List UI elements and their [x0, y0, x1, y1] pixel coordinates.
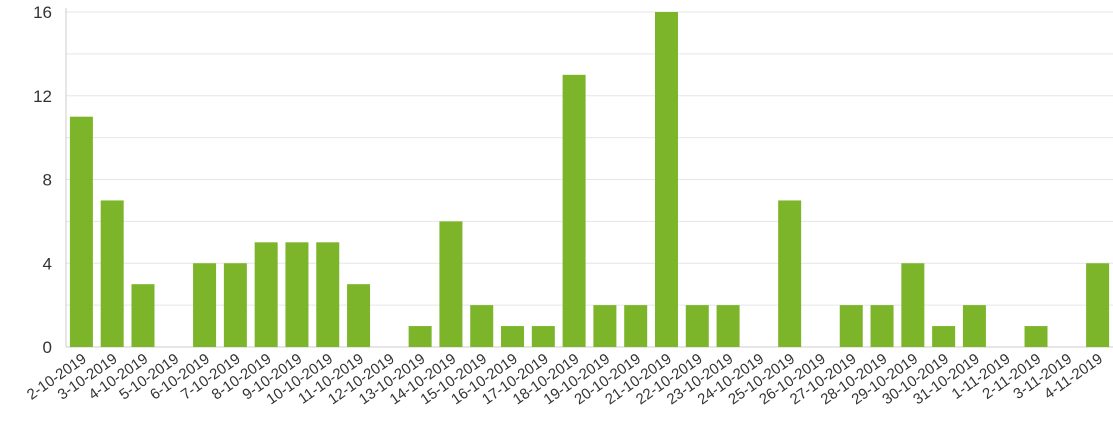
bar[interactable] — [347, 284, 371, 347]
bar[interactable] — [193, 263, 217, 347]
bar[interactable] — [100, 200, 124, 347]
bar[interactable] — [254, 242, 278, 347]
bar[interactable] — [131, 284, 155, 347]
bar[interactable] — [962, 305, 986, 347]
bar[interactable] — [285, 242, 309, 347]
bar[interactable] — [69, 116, 93, 347]
y-tick-label: 4 — [43, 254, 52, 273]
bar[interactable] — [316, 242, 340, 347]
bar[interactable] — [870, 305, 894, 347]
y-axis-ticks: 0 4 8 12 16 — [33, 3, 52, 357]
bar[interactable] — [778, 200, 802, 347]
bar[interactable] — [408, 326, 432, 347]
bar[interactable] — [531, 326, 555, 347]
bar[interactable] — [685, 305, 709, 347]
y-tick-label: 8 — [43, 171, 52, 190]
bar[interactable] — [593, 305, 617, 347]
bar[interactable] — [716, 305, 740, 347]
bars — [69, 12, 1110, 347]
bar[interactable] — [932, 326, 956, 347]
bar[interactable] — [654, 12, 678, 347]
x-axis-ticks: 2-10-20193-10-20194-10-20195-10-20196-10… — [24, 350, 1106, 408]
bar[interactable] — [562, 74, 586, 347]
y-tick-label: 12 — [33, 87, 52, 106]
bar[interactable] — [624, 305, 648, 347]
y-tick-label: 0 — [43, 338, 52, 357]
bar[interactable] — [470, 305, 494, 347]
bar[interactable] — [223, 263, 247, 347]
bar[interactable] — [1086, 263, 1110, 347]
bar[interactable] — [1024, 326, 1048, 347]
bar[interactable] — [901, 263, 925, 347]
y-tick-label: 16 — [33, 3, 52, 22]
grid-lines — [65, 8, 1113, 348]
bar[interactable] — [501, 326, 525, 347]
bar[interactable] — [839, 305, 863, 347]
bar[interactable] — [439, 221, 463, 347]
